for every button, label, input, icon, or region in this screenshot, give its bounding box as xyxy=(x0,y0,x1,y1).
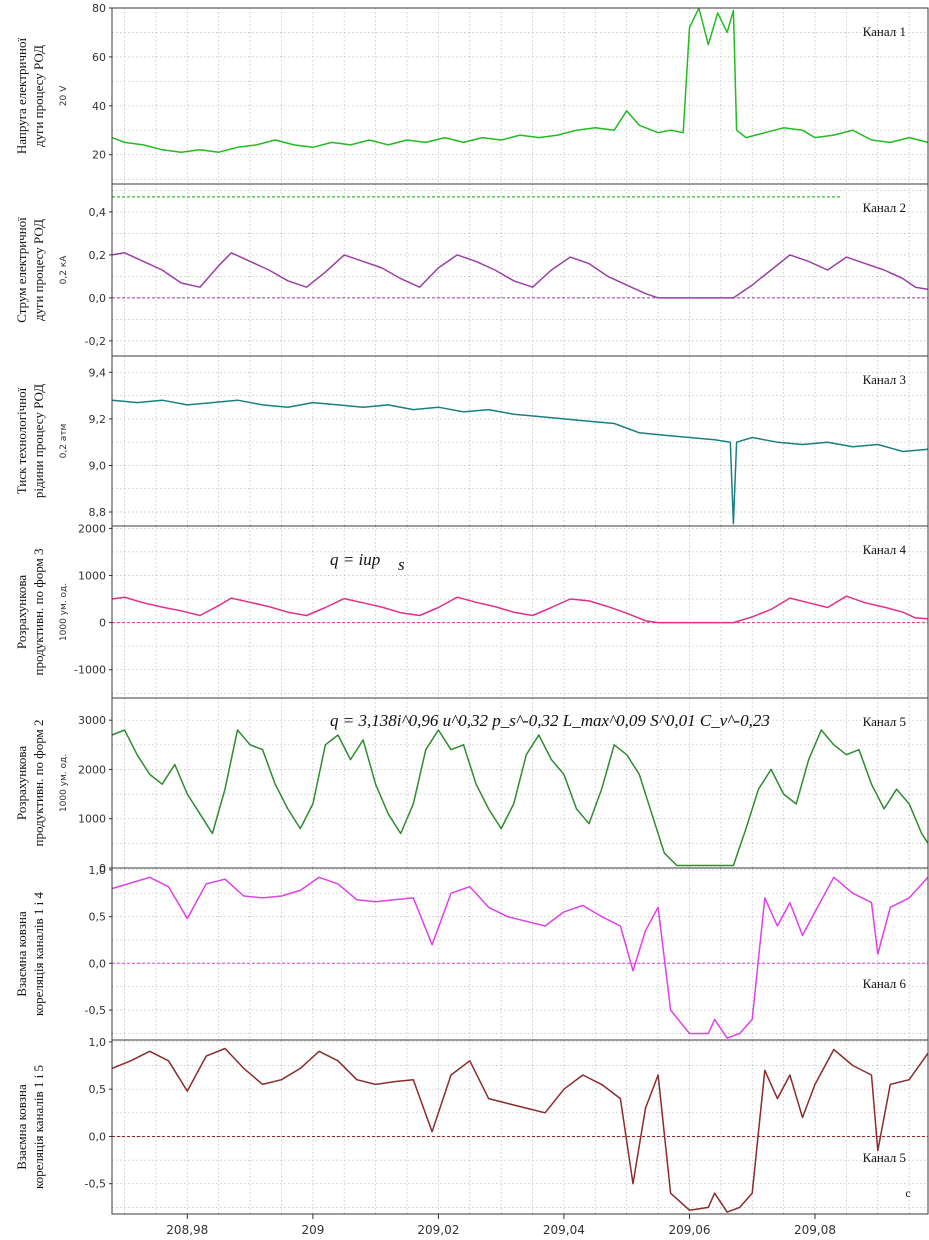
panel-4-channel-label: Канал 4 xyxy=(863,542,907,557)
panel-1-ytick-label: 20 xyxy=(92,149,106,162)
panel-4-formula-subscript: s xyxy=(398,555,405,574)
panel-3-channel-label: Канал 3 xyxy=(863,372,906,387)
panel-3-ytick-label: 8,8 xyxy=(89,506,107,519)
panel-1-channel-label: Канал 1 xyxy=(863,24,906,39)
panel-4-background xyxy=(112,526,928,698)
panel-3-ylabel-line-1: Тиск технологічної xyxy=(14,387,29,494)
x-tick-label: 209,02 xyxy=(417,1223,459,1237)
panel-5-ytick-label: 3000 xyxy=(78,714,106,727)
panel-7-ylabel-line-2: кореляція каналів 1 і 5 xyxy=(31,1065,46,1189)
panel-6-ytick-label: 0,0 xyxy=(89,957,107,970)
panel-7-channel-label: Канал 5 xyxy=(863,1150,906,1165)
panel-1-ytick-label: 80 xyxy=(92,2,106,15)
panel-1-series-line xyxy=(111,7,929,153)
panel-4-formula: q = iup xyxy=(330,550,380,569)
reference-lines xyxy=(112,196,928,1137)
panel-1-ytick-label: 40 xyxy=(92,100,106,113)
panel-2-ylabel-line-2: дуги процесу РОД xyxy=(31,219,46,321)
corner-label: c xyxy=(905,1186,910,1200)
panel-3-ylabel-line-2: рідини процесу РОД xyxy=(31,384,46,498)
plot-backgrounds xyxy=(112,8,928,1214)
panel-7-ylabel-line-1: Взаємна ковзна xyxy=(14,1084,29,1170)
panel-5-ytick-label: 2000 xyxy=(78,763,106,776)
panel-4-ylabel-line-2: продуктивн. по форм 3 xyxy=(31,549,46,676)
panel-6-ylabel-line-2: кореляція каналів 1 і 4 xyxy=(31,891,46,1016)
panel-3-unit-label: 0,2 атм xyxy=(59,424,69,459)
panel-3-ytick-label: 9,2 xyxy=(89,413,107,426)
panel-7-background xyxy=(112,1040,928,1214)
panel-5-ytick-label: 1000 xyxy=(78,813,106,826)
panel-4-ytick-label: 2000 xyxy=(78,522,106,535)
panel-5-ylabel-line-1: Розрахункова xyxy=(14,746,29,820)
x-tick-label: 209,04 xyxy=(543,1223,585,1237)
panel-5-ytick-label: 0 xyxy=(99,862,106,875)
panel-5-channel-label: Канал 5 xyxy=(863,714,906,729)
panel-1-ylabel-line-2: дуги процесу РОД xyxy=(31,45,46,147)
panel-3-ytick-label: 9,4 xyxy=(89,366,107,379)
panel-2-unit-label: 0,2 кА xyxy=(59,255,69,285)
panel-6-background xyxy=(112,868,928,1040)
panel-6-ytick-label: 0,5 xyxy=(89,911,107,924)
panel-4-unit-label: 1000 ум. од. xyxy=(59,583,69,641)
panel-1-ylabel-line-1: Напруга електричної xyxy=(14,38,29,155)
x-tick-label: 209,08 xyxy=(794,1223,836,1237)
panel-3-background xyxy=(112,356,928,526)
panel-2-ylabel-line-1: Струм електричної xyxy=(14,217,29,323)
panel-4-ytick-label: 1000 xyxy=(78,570,106,583)
panel-3-series-line xyxy=(111,399,929,525)
panel-2-ytick-label: 0,4 xyxy=(89,206,107,219)
panel-4-ytick-label: 0 xyxy=(99,617,106,630)
x-tick-label: 209,06 xyxy=(669,1223,711,1237)
x-tick-label: 209 xyxy=(301,1223,324,1237)
panel-5-ylabel-line-2: продуктивн. по форм 2 xyxy=(31,720,46,847)
panel-7-ytick-label: 0,0 xyxy=(89,1131,107,1144)
panel-1-unit-label: 20 V xyxy=(59,85,69,106)
panel-7-ytick-label: 0,5 xyxy=(89,1083,107,1096)
panel-4-ytick-label: -1000 xyxy=(74,664,106,677)
panel-3-ytick-label: 9,0 xyxy=(89,460,107,473)
panel-1-ytick-label: 60 xyxy=(92,51,106,64)
panel-5-unit-label: 1000 ум. од. xyxy=(59,754,69,812)
panel-6-channel-label: Канал 6 xyxy=(863,976,907,991)
panel-4-ylabel-line-1: Розрахункова xyxy=(14,575,29,649)
panel-7-series-line xyxy=(111,1047,929,1213)
panel-6-ytick-label: 1,0 xyxy=(89,864,107,877)
panel-6-series-line xyxy=(111,876,929,1039)
x-tick-label: 208,98 xyxy=(166,1223,208,1237)
panel-2-series-line xyxy=(111,252,929,299)
panel-1-background xyxy=(112,8,928,184)
panel-7-ytick-label: -0,5 xyxy=(85,1178,106,1191)
panel-2-ytick-label: 0,0 xyxy=(89,292,107,305)
panel-7-frame xyxy=(111,1039,929,1215)
panel-6-ytick-label: -0,5 xyxy=(85,1004,106,1017)
panel-2-ytick-label: 0,2 xyxy=(89,249,107,262)
panel-6-ylabel-line-1: Взаємна ковзна xyxy=(14,911,29,997)
panel-4-series-line xyxy=(111,595,929,624)
panel-5-background xyxy=(112,698,928,868)
panel-2-channel-label: Канал 2 xyxy=(863,200,906,215)
panel-5-formula: q = 3,138i^0,96 u^0,32 p_s^-0,32 L_max^0… xyxy=(330,711,770,730)
series-lines xyxy=(111,7,929,1213)
panel-2-background xyxy=(112,184,928,356)
panel-5-series-line xyxy=(111,729,929,867)
panel-2-ytick-label: -0,2 xyxy=(85,335,106,348)
panel-7-ytick-label: 1,0 xyxy=(89,1036,107,1049)
panel-frames xyxy=(109,7,929,1219)
